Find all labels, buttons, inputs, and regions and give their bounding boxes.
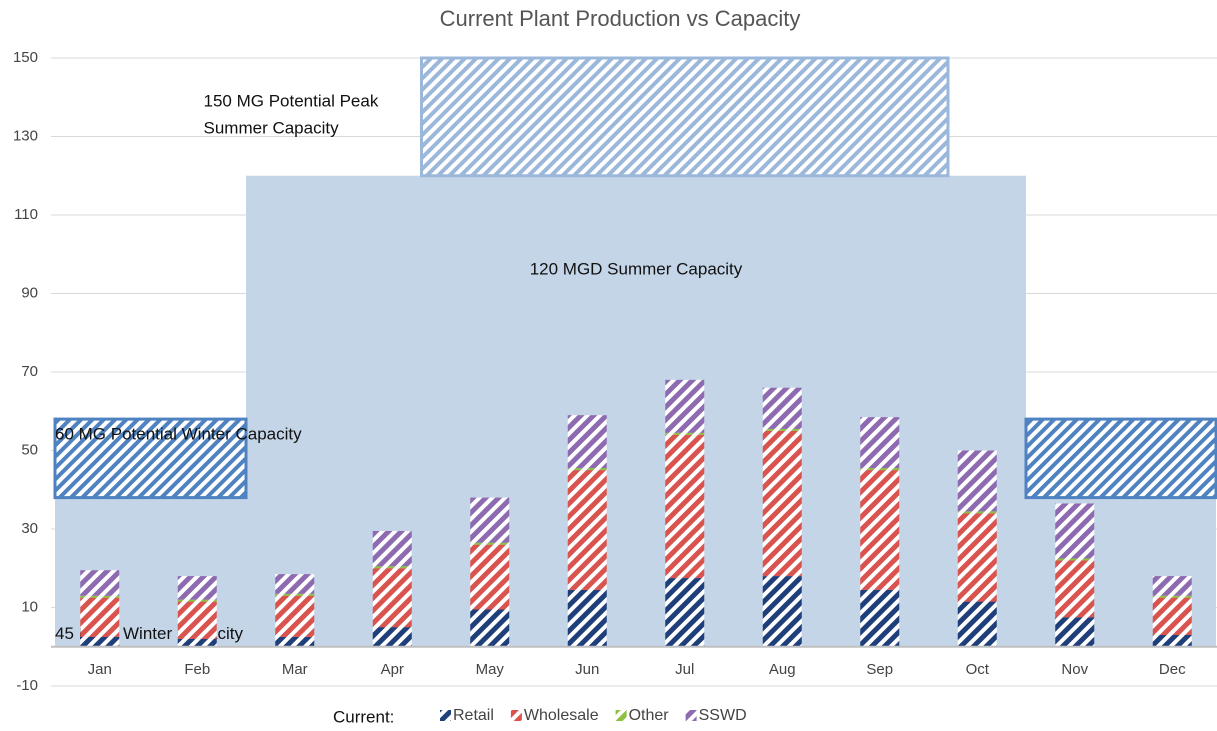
bar-segment	[1055, 503, 1095, 559]
bar-segment	[1055, 558, 1095, 561]
x-tick-label: Mar	[282, 661, 308, 678]
bar-segment	[275, 595, 315, 637]
y-tick-label: 50	[21, 441, 38, 458]
bar-segment	[275, 636, 315, 647]
bar-segment	[80, 570, 120, 596]
legend-label: Wholesale	[524, 707, 599, 724]
bar-segment	[957, 601, 997, 647]
y-tick-label: 130	[13, 127, 38, 144]
y-tick-label: 30	[21, 520, 38, 537]
bar-segment	[1055, 560, 1095, 618]
annotation: 120 MGD Summer Capacity	[530, 259, 743, 278]
bar-segment	[372, 568, 412, 628]
bar-segment	[275, 574, 315, 594]
capacity-region	[1024, 417, 1217, 500]
annotation: Summer Capacity	[204, 118, 340, 137]
bar-segment	[372, 566, 412, 569]
bar-segment	[1152, 597, 1192, 635]
bar-segment	[957, 513, 997, 602]
bar-segment	[567, 415, 607, 469]
legend-title: Current:	[333, 707, 394, 726]
bar-segment	[762, 430, 802, 577]
bar-segment	[860, 470, 900, 590]
bar-segment	[957, 450, 997, 512]
capacity-region	[246, 175, 1026, 647]
legend-swatch	[440, 710, 451, 721]
bar-segment	[762, 387, 802, 429]
legend-swatch	[685, 710, 697, 721]
capacity-region	[53, 417, 248, 500]
y-tick-label: 90	[21, 284, 38, 301]
bar-segment	[860, 589, 900, 647]
bar-segment	[860, 468, 900, 471]
bar-segment	[177, 576, 217, 600]
bar-segment	[665, 379, 705, 433]
bar-segment	[177, 601, 217, 639]
bar-segment	[567, 470, 607, 590]
bar-segment	[177, 638, 217, 647]
capacity-region	[420, 56, 950, 178]
x-tick-label: Jul	[675, 661, 694, 678]
annotation: 150 MG Potential Peak	[204, 91, 379, 110]
chart-title: Current Plant Production vs Capacity	[440, 6, 801, 31]
bar-segment	[80, 597, 120, 637]
x-tick-label: Nov	[1061, 661, 1088, 678]
bar-segment	[372, 530, 412, 567]
bar-segment	[567, 468, 607, 471]
legend-label: Other	[629, 707, 670, 724]
y-tick-label: 110	[14, 206, 38, 223]
bar-segment	[80, 636, 120, 647]
bar-segment	[665, 434, 705, 579]
bar-segment	[1152, 595, 1192, 598]
y-tick-label: 150	[13, 49, 38, 66]
bar-segment	[1055, 617, 1095, 647]
bar-segment	[177, 599, 217, 602]
bar-segment	[567, 589, 607, 647]
bar-segment	[957, 511, 997, 514]
legend-label: Retail	[453, 707, 494, 724]
bar-segment	[1152, 576, 1192, 596]
bar-segment	[470, 542, 510, 545]
x-tick-label: Oct	[966, 661, 990, 678]
legend-swatch	[510, 710, 522, 721]
y-tick-label: 70	[21, 363, 38, 380]
bar-segment	[470, 544, 510, 610]
bar-segment	[470, 497, 510, 543]
x-tick-label: Feb	[184, 661, 210, 678]
x-tick-label: May	[476, 661, 505, 678]
bar-segment	[665, 432, 705, 435]
x-tick-label: Jun	[575, 661, 599, 678]
annotation: 60 MG Potential Winter Capacity	[55, 425, 302, 444]
bar-segment	[1152, 634, 1192, 647]
bar-segment	[275, 593, 315, 596]
bar-segment	[665, 578, 705, 647]
bar-segment	[762, 576, 802, 647]
x-tick-label: Apr	[381, 661, 404, 678]
bar-segment	[470, 609, 510, 647]
bar-segment	[762, 428, 802, 431]
x-tick-label: Sep	[866, 661, 893, 678]
bar-segment	[372, 627, 412, 647]
bar-segment	[860, 417, 900, 469]
y-tick-label: -10	[16, 677, 38, 694]
y-tick-label: 10	[21, 598, 38, 615]
x-tick-label: Aug	[769, 661, 796, 678]
x-tick-label: Dec	[1159, 661, 1186, 678]
legend-swatch	[615, 710, 627, 721]
legend-label: SSWD	[699, 707, 747, 724]
bar-segment	[80, 595, 120, 598]
x-tick-label: Jan	[88, 661, 112, 678]
